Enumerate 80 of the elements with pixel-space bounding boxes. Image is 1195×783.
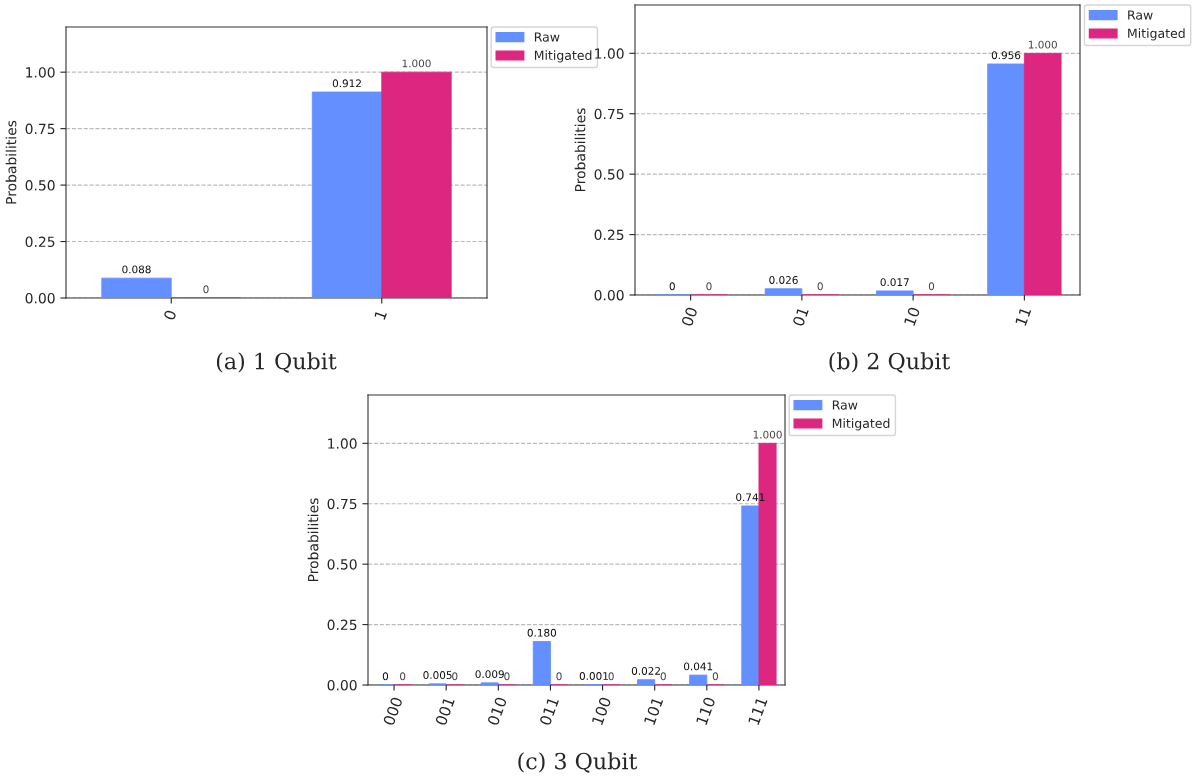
- y-tick-label: 0.75: [327, 498, 357, 510]
- bar: [987, 63, 1025, 295]
- text: (b) 2 Qubit: [829, 352, 951, 373]
- data-label: 0.912: [332, 79, 361, 88]
- data-label: 0: [452, 672, 458, 681]
- y-tick-label: 0.50: [327, 559, 357, 570]
- data-label: 0.041: [683, 662, 713, 671]
- legend-label: Mitigated: [534, 50, 592, 63]
- y-axis-title: Probabilities: [574, 108, 586, 192]
- legend-label: Mitigated: [1128, 28, 1185, 41]
- bar: [311, 91, 383, 298]
- bar: [1023, 52, 1062, 295]
- data-label: 0: [203, 285, 209, 294]
- y-tick-label: 1.00: [328, 438, 357, 449]
- x-tick-label: 0: [163, 309, 177, 321]
- x-tick-label: 110: [695, 696, 716, 726]
- y-tick-label: 0.50: [25, 180, 55, 191]
- legend-label: Raw: [534, 32, 560, 42]
- y-axis-title: Probabilities: [307, 498, 319, 582]
- y-tick-label: 0.75: [25, 123, 55, 135]
- x-tick-label: 001: [434, 696, 455, 726]
- y-tick-label: 0.50: [594, 169, 624, 180]
- data-label: 0: [706, 282, 712, 291]
- bar: [101, 277, 172, 298]
- text: (c) 3 Qubit: [518, 752, 638, 773]
- data-label: 1.000: [1028, 40, 1057, 49]
- data-label: 0: [669, 282, 675, 291]
- y-axis-title: Probabilities: [5, 120, 17, 204]
- data-label: 0: [660, 672, 666, 681]
- data-label: 0.001: [579, 672, 608, 680]
- bar: [480, 682, 499, 685]
- y-tick-label: 0.00: [25, 292, 55, 304]
- x-tick-label: 00: [680, 306, 698, 327]
- y-tick-label: 0.75: [594, 108, 624, 120]
- data-label: 0: [556, 672, 562, 681]
- bar: [637, 679, 656, 685]
- data-label: 0.005: [423, 671, 452, 679]
- x-tick-label: 11: [1015, 306, 1032, 327]
- bar: [875, 290, 914, 295]
- data-label: 0.022: [631, 667, 660, 675]
- data-label: 0.956: [991, 51, 1021, 60]
- bar: [741, 505, 760, 685]
- data-label: 0.088: [122, 265, 151, 274]
- y-tick-label: 0.25: [594, 229, 624, 241]
- data-label: 0: [712, 672, 719, 681]
- legend-label: Raw: [832, 400, 858, 410]
- data-label: 0: [817, 282, 823, 291]
- x-tick-label: 01: [792, 306, 809, 327]
- data-label: 0.009: [475, 670, 504, 679]
- x-tick-label: 1: [374, 309, 387, 320]
- y-tick-label: 0.00: [327, 679, 357, 691]
- x-tick-label: 100: [591, 696, 612, 726]
- x-tick-label: 101: [643, 696, 664, 726]
- bar: [532, 641, 551, 685]
- x-tick-label: 000: [382, 696, 403, 726]
- y-tick-label: 1.00: [595, 48, 624, 59]
- data-label: 0.180: [527, 628, 557, 637]
- data-label: 0: [400, 672, 406, 681]
- data-label: 1.000: [753, 430, 782, 439]
- data-label: 0: [504, 672, 510, 681]
- y-tick-label: 0.25: [327, 619, 357, 631]
- y-tick-label: 0.00: [594, 289, 624, 301]
- bar: [764, 288, 803, 295]
- bar: [689, 674, 708, 685]
- data-label: 0: [928, 282, 935, 291]
- legend-label: Mitigated: [832, 418, 890, 431]
- data-label: 0.026: [769, 276, 798, 284]
- bar: [381, 71, 452, 298]
- data-label: 0: [382, 672, 389, 681]
- y-tick-label: 0.25: [25, 236, 55, 248]
- legend-label: Raw: [1128, 10, 1153, 20]
- data-label: 0: [608, 672, 614, 681]
- data-label: 0.017: [880, 278, 909, 287]
- x-tick-label: 10: [903, 306, 921, 327]
- y-tick-label: 1.00: [26, 67, 55, 78]
- text: (a) 1 Qubit: [216, 352, 337, 373]
- x-tick-label: 111: [748, 696, 768, 726]
- x-tick-label: 011: [539, 696, 560, 726]
- data-label: 1.000: [402, 59, 431, 68]
- x-tick-label: 010: [486, 696, 508, 726]
